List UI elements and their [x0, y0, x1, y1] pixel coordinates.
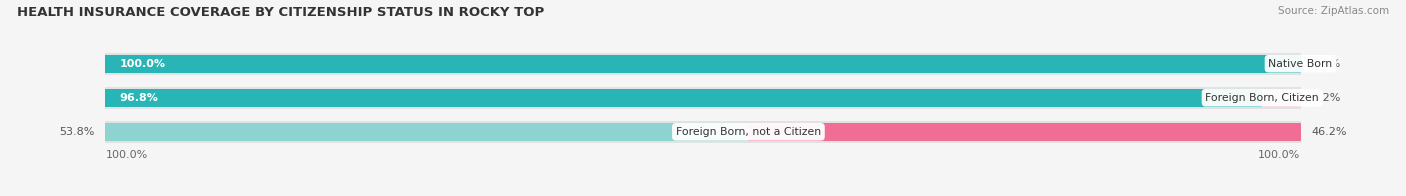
Text: 96.8%: 96.8%: [120, 93, 159, 103]
Text: 0.0%: 0.0%: [1312, 59, 1340, 69]
Text: 46.2%: 46.2%: [1312, 127, 1347, 137]
Text: 3.2%: 3.2%: [1312, 93, 1340, 103]
Text: Source: ZipAtlas.com: Source: ZipAtlas.com: [1278, 6, 1389, 16]
Text: HEALTH INSURANCE COVERAGE BY CITIZENSHIP STATUS IN ROCKY TOP: HEALTH INSURANCE COVERAGE BY CITIZENSHIP…: [17, 6, 544, 19]
Text: 100.0%: 100.0%: [105, 151, 148, 161]
Bar: [105, 87, 1301, 109]
Text: 53.8%: 53.8%: [59, 127, 94, 137]
Bar: [105, 121, 1301, 143]
Bar: [105, 53, 1301, 75]
Text: 100.0%: 100.0%: [1258, 151, 1301, 161]
Bar: [105, 89, 1263, 107]
Bar: [105, 123, 748, 141]
Text: 100.0%: 100.0%: [120, 59, 166, 69]
Bar: [748, 123, 1301, 141]
Bar: [1263, 89, 1301, 107]
Text: Native Born: Native Born: [1268, 59, 1333, 69]
Bar: [105, 55, 1301, 73]
Text: Foreign Born, Citizen: Foreign Born, Citizen: [1205, 93, 1319, 103]
Text: Foreign Born, not a Citizen: Foreign Born, not a Citizen: [676, 127, 821, 137]
